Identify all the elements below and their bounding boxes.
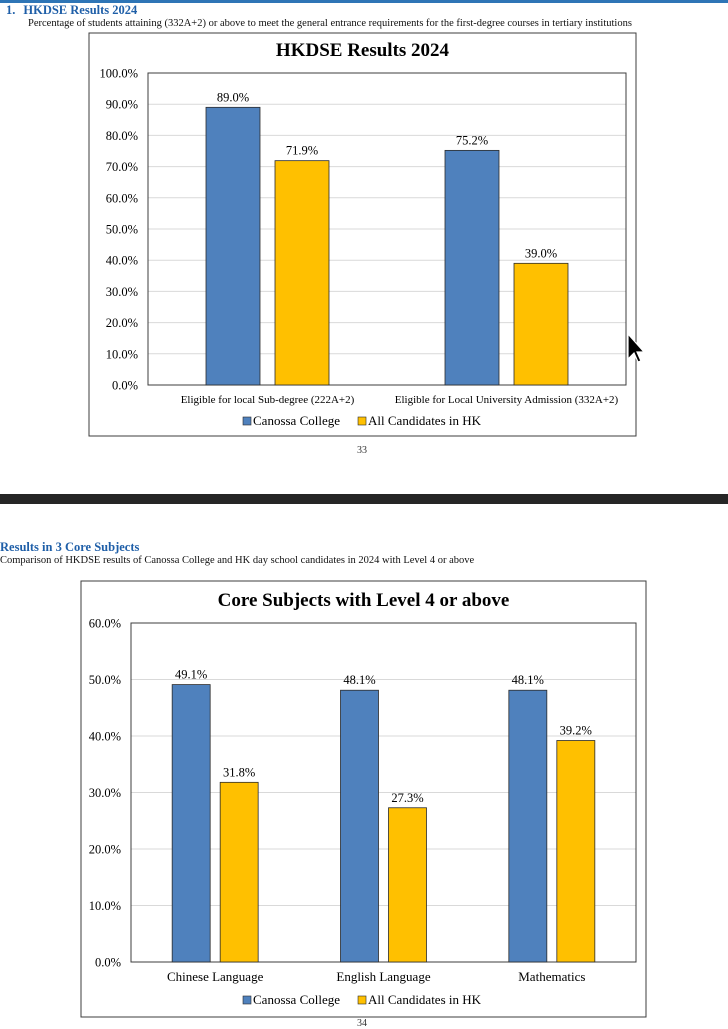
chart1-data-label: 75.2%	[456, 133, 488, 147]
section2-title: Results in 3 Core Subjects	[0, 540, 140, 554]
chart1-legend-swatch	[357, 416, 367, 426]
chart2-data-label: 31.8%	[223, 765, 255, 779]
chart2-legend-label: All Candidates in HK	[368, 992, 482, 1007]
section1-subtitle: Percentage of students attaining (332A+2…	[28, 18, 632, 29]
section1-number: 1.	[6, 3, 16, 17]
chart2-data-label: 39.2%	[560, 724, 592, 738]
chart1-legend-label: All Candidates in HK	[368, 413, 482, 428]
chart1-ytick-label: 90.0%	[106, 98, 138, 112]
chart2-ytick-label: 20.0%	[89, 843, 121, 857]
chart1-bar	[205, 106, 261, 386]
chart1-ytick-label: 100.0%	[99, 67, 138, 81]
section2-subtitle: Comparison of HKDSE results of Canossa C…	[0, 555, 475, 566]
chart1-bar	[274, 160, 330, 386]
chart1-bar	[444, 149, 500, 386]
section1-title: HKDSE Results 2024	[23, 3, 138, 17]
page-divider	[0, 494, 728, 504]
chart2-category-label: English Language	[336, 969, 430, 984]
mouse-cursor-icon	[627, 333, 645, 363]
chart2-data-label: 48.1%	[512, 673, 544, 687]
chart2-legend-label: Canossa College	[253, 992, 340, 1007]
chart1-category-label: Eligible for Local University Admission …	[395, 394, 619, 406]
chart2-ytick-label: 0.0%	[95, 956, 121, 970]
chart2-bar	[219, 781, 259, 963]
chart2-bar	[171, 684, 211, 963]
page-number-33: 33	[357, 445, 367, 456]
chart2-title: Core Subjects with Level 4 or above	[218, 590, 510, 611]
chart1-data-label: 39.0%	[525, 246, 557, 260]
chart1-legend-swatch	[242, 416, 252, 426]
chart2-bar	[508, 689, 548, 963]
chart1-bar	[513, 262, 569, 386]
chart2-legend-swatch	[357, 995, 367, 1005]
chart2-plot-area	[130, 622, 637, 963]
chart2-bar	[340, 689, 379, 963]
chart2-ytick-label: 10.0%	[89, 899, 121, 913]
chart2-bar	[388, 807, 427, 963]
section1-heading: 1. HKDSE Results 2024	[6, 3, 137, 18]
chart1-ytick-label: 20.0%	[106, 316, 138, 330]
top-rule	[0, 0, 728, 3]
chart2-ytick-label: 40.0%	[89, 730, 121, 744]
chart1-ytick-label: 10.0%	[106, 347, 138, 361]
chart1-legend-label: Canossa College	[253, 413, 340, 428]
chart1-ytick-label: 70.0%	[106, 160, 138, 174]
chart2-data-label: 49.1%	[175, 668, 207, 682]
chart1-ytick-label: 60.0%	[106, 191, 138, 205]
chart2-ytick-label: 30.0%	[89, 786, 121, 800]
chart1-data-label: 71.9%	[286, 144, 318, 158]
chart1-ytick-label: 0.0%	[112, 379, 138, 393]
chart-hkdse-results: HKDSE Results 2024 0.0% 10.0% 20.0% 30.0% 40.…	[88, 32, 637, 437]
chart1-category-label: Eligible for local Sub-degree (222A+2)	[181, 394, 355, 406]
chart1-data-label: 89.0%	[217, 90, 249, 104]
chart1-title: HKDSE Results 2024	[276, 40, 450, 61]
chart1-plot-area	[147, 72, 627, 386]
chart2-category-label: Chinese Language	[167, 969, 264, 984]
chart1-ytick-label: 30.0%	[106, 285, 138, 299]
chart2-data-label: 27.3%	[391, 791, 423, 805]
chart2-data-label: 48.1%	[343, 673, 375, 687]
chart2-ytick-label: 60.0%	[89, 617, 121, 631]
chart2-category-label: Mathematics	[518, 969, 585, 984]
chart2-bar	[556, 740, 596, 963]
chart2-legend-swatch	[242, 995, 252, 1005]
chart2-ytick-label: 50.0%	[89, 673, 121, 687]
chart1-ytick-label: 40.0%	[106, 254, 138, 268]
chart1-ytick-label: 50.0%	[106, 223, 138, 237]
chart1-ytick-label: 80.0%	[106, 129, 138, 143]
